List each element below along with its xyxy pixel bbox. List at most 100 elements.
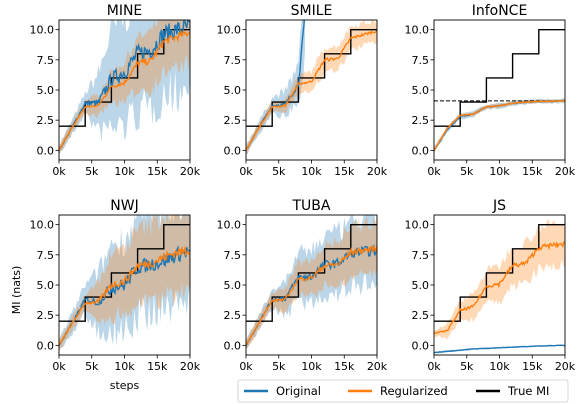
x-tick-label: 5k <box>272 165 286 178</box>
legend: Original Regularized True MI <box>237 379 569 403</box>
panel-title: SMILE <box>291 3 333 19</box>
x-tick-label: 20k <box>367 165 388 178</box>
regularized-line <box>246 30 377 151</box>
y-tick-label: 7.5 <box>224 249 242 262</box>
plot-area <box>246 20 377 156</box>
regularized-band <box>246 20 377 155</box>
y-tick-label: 5.0 <box>37 279 55 292</box>
x-tick-label: 10k <box>114 165 135 178</box>
y-tick-label: 2.5 <box>412 114 430 127</box>
x-tick-label: 10k <box>489 360 510 373</box>
y-tick-label: 7.5 <box>224 54 242 67</box>
legend-label: Original <box>276 384 321 398</box>
x-tick-label: 15k <box>147 360 168 373</box>
x-tick-label: 15k <box>334 360 355 373</box>
y-tick-label: 10.0 <box>30 24 55 37</box>
x-tick-label: 10k <box>301 165 322 178</box>
plot-area <box>59 20 190 157</box>
x-tick-label: 20k <box>180 360 201 373</box>
x-tick-label: 5k <box>85 165 99 178</box>
regularized-band <box>246 216 377 351</box>
x-tick-label: 15k <box>147 165 168 178</box>
panel-title: JS <box>492 198 506 214</box>
x-tick-label: 0k <box>239 360 253 373</box>
y-tick-label: 10.0 <box>405 219 430 232</box>
y-tick-label: 2.5 <box>412 309 430 322</box>
panel-title: TUBA <box>292 198 331 214</box>
x-tick-label: 15k <box>522 360 543 373</box>
plot-area <box>59 215 190 351</box>
x-tick-label: 20k <box>555 360 576 373</box>
plot-area <box>434 219 565 354</box>
y-tick-label: 5.0 <box>224 84 242 97</box>
y-tick-label: 7.5 <box>37 54 55 67</box>
y-tick-label: 0.0 <box>224 144 242 157</box>
regularized-line <box>434 100 565 151</box>
y-tick-label: 7.5 <box>412 249 430 262</box>
y-tick-label: 5.0 <box>412 84 430 97</box>
x-tick-label: 0k <box>52 165 66 178</box>
x-tick-label: 20k <box>555 165 576 178</box>
y-tick-label: 0.0 <box>412 144 430 157</box>
x-tick-label: 15k <box>522 165 543 178</box>
panel-infonce: InfoNCE 0k 5k 10k 15k 20k 0.0 2.5 5.0 7.5 10.0 <box>405 3 576 178</box>
regularized-line <box>59 29 190 151</box>
panel-nwj: NWJ 0k 5k 10k 15k 20k 0.0 2.5 5.0 7.5 10.0 <box>30 198 201 373</box>
y-tick-label: 7.5 <box>37 249 55 262</box>
panel-js: JS 0k 5k 10k 15k 20k 0.0 2.5 5.0 7.5 10.0 <box>405 198 576 373</box>
plot-area <box>434 28 565 154</box>
original-band <box>434 98 565 154</box>
x-tick-label: 5k <box>460 360 474 373</box>
true-mi-line <box>59 223 190 322</box>
y-tick-label: 2.5 <box>37 309 55 322</box>
y-tick-label: 10.0 <box>217 24 242 37</box>
true-mi-line <box>246 223 377 322</box>
x-tick-label: 15k <box>334 165 355 178</box>
x-tick-label: 5k <box>460 165 474 178</box>
x-tick-label: 20k <box>180 165 201 178</box>
regularized-line <box>246 245 377 347</box>
y-tick-label: 0.0 <box>37 339 55 352</box>
y-tick-label: 5.0 <box>37 84 55 97</box>
panel-tuba: TUBA 0k 5k 10k 15k 20k 0.0 2.5 5.0 7.5 10.0 <box>217 198 388 373</box>
true-mi-line <box>246 28 377 127</box>
panel-title: MINE <box>107 3 143 19</box>
panel-mine: MINE 0k 5k 10k 15k 20k 0.0 2.5 5.0 7.5 10.0 <box>30 3 201 178</box>
x-tick-label: 0k <box>427 360 441 373</box>
x-tick-label: 0k <box>239 165 253 178</box>
x-tick-label: 0k <box>52 360 66 373</box>
original-band <box>246 20 305 156</box>
panel-smile: SMILE 0k 5k 10k 15k 20k 0.0 2.5 5.0 7.5 10.0 <box>217 3 388 178</box>
true-mi-line <box>434 28 565 127</box>
regularized-line <box>434 241 565 335</box>
y-tick-label: 2.5 <box>37 114 55 127</box>
x-tick-label: 10k <box>301 360 322 373</box>
y-tick-label: 7.5 <box>412 54 430 67</box>
y-tick-label: 10.0 <box>30 219 55 232</box>
plot-area <box>246 215 377 351</box>
y-tick-label: 0.0 <box>37 144 55 157</box>
y-tick-label: 5.0 <box>224 279 242 292</box>
panel-title: NWJ <box>110 198 138 214</box>
y-tick-label: 2.5 <box>224 114 242 127</box>
panel-title: InfoNCE <box>472 3 528 19</box>
x-tick-label: 0k <box>427 165 441 178</box>
y-tick-label: 5.0 <box>412 279 430 292</box>
x-tick-label: 5k <box>272 360 286 373</box>
axes-frame <box>433 19 566 161</box>
legend-box <box>237 379 569 403</box>
regularized-line <box>59 245 190 346</box>
y-axis-label: MI (nats) <box>10 266 23 315</box>
x-tick-label: 10k <box>489 165 510 178</box>
y-tick-label: 2.5 <box>224 309 242 322</box>
x-tick-label: 10k <box>114 360 135 373</box>
legend-label: Regularized <box>380 384 448 398</box>
x-axis-label: steps <box>110 379 140 392</box>
y-tick-label: 10.0 <box>405 24 430 37</box>
original-line <box>59 20 190 151</box>
x-tick-label: 5k <box>85 360 99 373</box>
legend-label: True MI <box>507 384 549 398</box>
y-tick-label: 0.0 <box>412 339 430 352</box>
original-line <box>434 344 565 354</box>
